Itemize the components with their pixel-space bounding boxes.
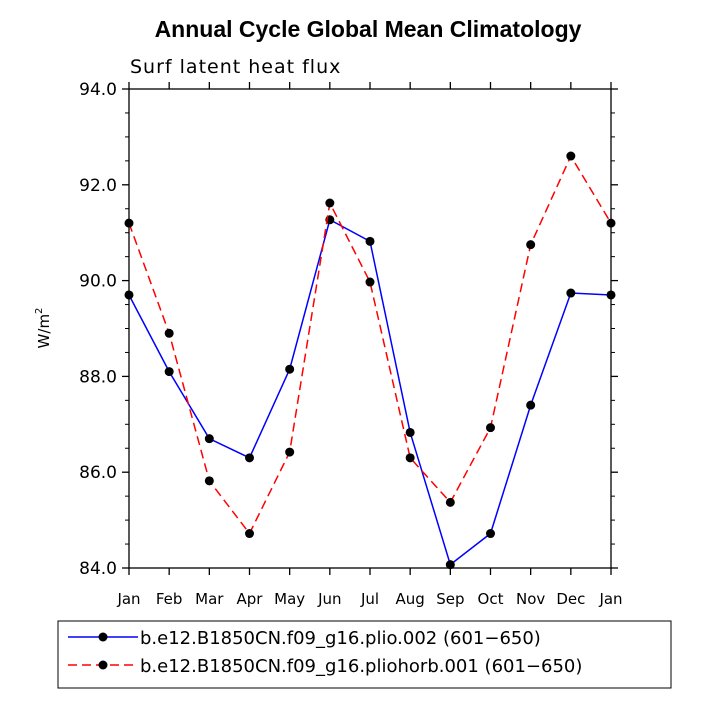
x-tick-label: Nov bbox=[516, 590, 545, 608]
series-1-point bbox=[526, 400, 536, 410]
legend-label-1: b.e12.B1850CN.f09_g16.plio.002 (601−650) bbox=[140, 628, 541, 649]
y-tick-label: 94.0 bbox=[79, 80, 117, 100]
x-tick-label: Sep bbox=[436, 590, 464, 608]
series-line-1 bbox=[128, 218, 612, 566]
y-axis-label: W/m2 bbox=[34, 308, 53, 349]
series-2-point bbox=[566, 151, 576, 161]
legend-label-2: b.e12.B1850CN.f09_g16.pliohorb.001 (601−… bbox=[140, 656, 582, 677]
x-tick-label: Aug bbox=[396, 590, 425, 608]
series-line-2 bbox=[128, 154, 612, 535]
x-tick-label: Jan bbox=[116, 590, 140, 608]
y-tick-label: 92.0 bbox=[79, 176, 117, 196]
x-tick-label: Jul bbox=[360, 590, 379, 608]
series-1-point bbox=[445, 560, 455, 570]
x-tick-label: Oct bbox=[478, 590, 504, 608]
chart-subtitle: Surf latent heat flux bbox=[130, 56, 341, 78]
series-2-point bbox=[164, 328, 174, 338]
x-tick-label: May bbox=[274, 590, 305, 608]
x-tick-label: Jan bbox=[598, 590, 622, 608]
legend-marker-2 bbox=[98, 660, 108, 670]
legend-box bbox=[57, 620, 672, 689]
y-tick-label: 88.0 bbox=[79, 367, 117, 387]
series-2-point bbox=[124, 218, 134, 228]
series-2-point bbox=[285, 447, 295, 457]
series-1-point bbox=[204, 434, 214, 444]
series-2-point bbox=[405, 453, 415, 463]
series-2-point bbox=[606, 218, 616, 228]
x-tick-label: Jun bbox=[317, 590, 341, 608]
x-tick-label: Feb bbox=[156, 590, 183, 608]
y-tick-label: 86.0 bbox=[79, 463, 117, 483]
x-tick-label: Mar bbox=[195, 590, 224, 608]
series-1-point bbox=[486, 529, 495, 539]
series-2-point bbox=[365, 277, 375, 287]
series-2-point bbox=[245, 529, 254, 539]
series-1-point bbox=[606, 290, 616, 300]
series-2-point bbox=[325, 198, 335, 208]
y-tick-label: 90.0 bbox=[79, 272, 117, 292]
series-2-point bbox=[486, 423, 495, 433]
series-1-point bbox=[245, 453, 254, 463]
series-2-point bbox=[204, 476, 214, 486]
x-tick-label: Dec bbox=[556, 590, 585, 608]
chart-title: Annual Cycle Global Mean Climatology bbox=[155, 16, 582, 42]
series-1-point bbox=[566, 288, 576, 298]
y-tick-label: 84.0 bbox=[79, 559, 117, 579]
series-1-point bbox=[365, 236, 375, 246]
series-1-point bbox=[124, 290, 134, 300]
series-1-point bbox=[285, 364, 295, 374]
series-2-point bbox=[526, 240, 536, 250]
series-1-point bbox=[164, 367, 174, 377]
legend-marker-1 bbox=[98, 632, 108, 642]
series-2-point bbox=[445, 497, 455, 507]
series-1-point bbox=[405, 427, 415, 437]
plot-frame bbox=[128, 88, 612, 569]
x-tick-label: Apr bbox=[237, 590, 264, 608]
